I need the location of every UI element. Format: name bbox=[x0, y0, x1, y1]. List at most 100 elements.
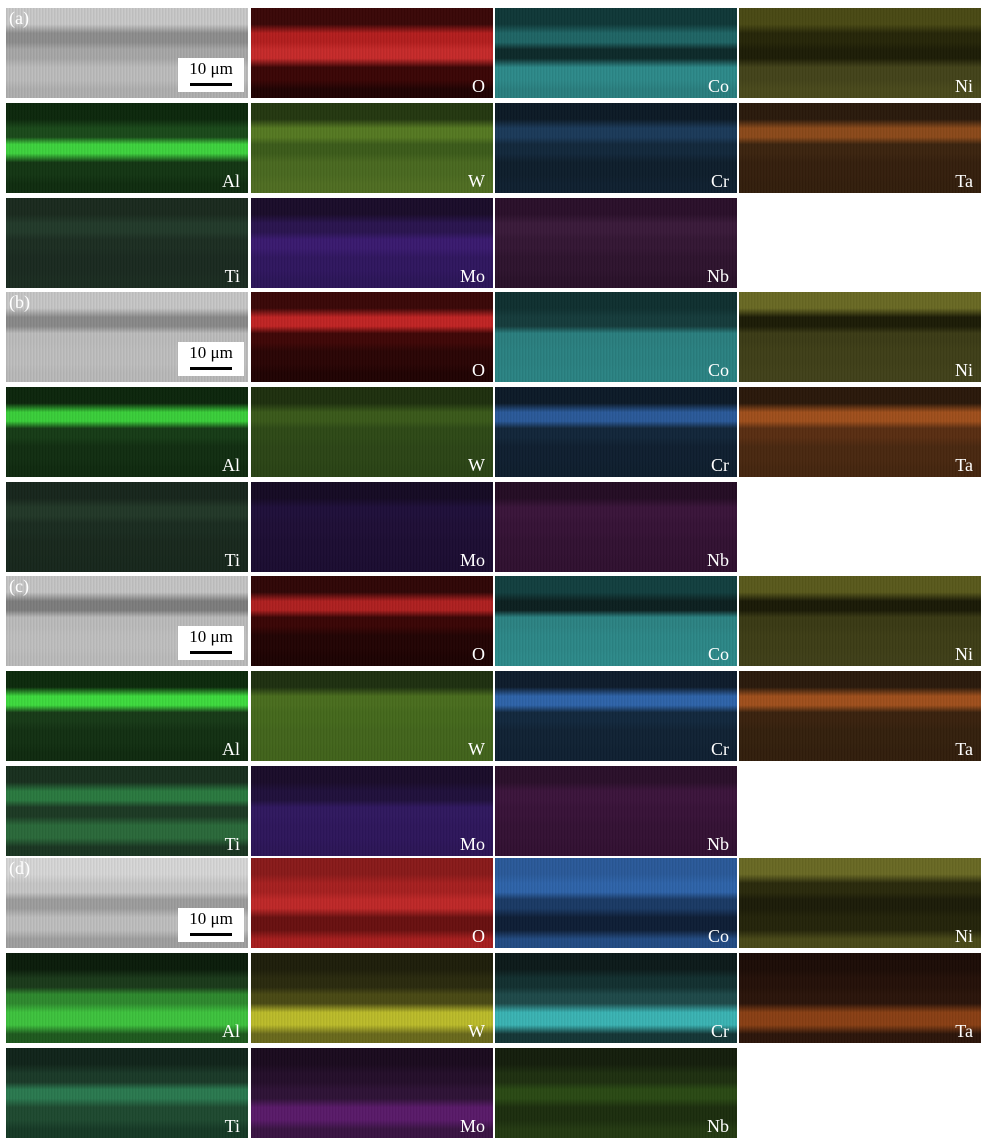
eds-map-image bbox=[495, 482, 737, 572]
eds-map-o: O bbox=[251, 292, 493, 382]
eds-map-image bbox=[251, 576, 493, 666]
element-label: Mo bbox=[459, 550, 485, 570]
eds-map-al: Al bbox=[6, 103, 248, 193]
eds-map-ni: Ni bbox=[739, 8, 981, 98]
eds-map-image bbox=[495, 198, 737, 288]
eds-map-image bbox=[6, 482, 248, 572]
element-label: Ti bbox=[224, 266, 240, 286]
eds-map-cr: Cr bbox=[495, 103, 737, 193]
eds-map-cr: Cr bbox=[495, 671, 737, 761]
eds-map-image bbox=[495, 576, 737, 666]
scale-bar-label: 10 μm bbox=[189, 909, 233, 928]
element-label: Ta bbox=[955, 171, 973, 191]
eds-map-image bbox=[495, 1048, 737, 1138]
scale-bar-line bbox=[190, 83, 232, 86]
eds-map-al: Al bbox=[6, 953, 248, 1043]
eds-map-mo: Mo bbox=[251, 1048, 493, 1138]
element-label: Ti bbox=[224, 834, 240, 854]
element-label: Ti bbox=[224, 1116, 240, 1136]
element-label: Ta bbox=[955, 739, 973, 759]
eds-map-image bbox=[739, 858, 981, 948]
scale-bar-line bbox=[190, 933, 232, 936]
panel-c: (c) 10 μm O Co Ni Al W Cr Ta Ti Mo Nb bbox=[6, 576, 987, 858]
element-label: Ni bbox=[955, 644, 973, 664]
element-label: Co bbox=[707, 926, 729, 946]
element-label: Al bbox=[222, 171, 240, 191]
eds-map-mo: Mo bbox=[251, 766, 493, 856]
eds-map-image bbox=[739, 387, 981, 477]
eds-map-image bbox=[739, 576, 981, 666]
scale-bar-label: 10 μm bbox=[189, 627, 233, 646]
scale-bar-line bbox=[190, 651, 232, 654]
eds-map-image bbox=[251, 292, 493, 382]
eds-map-nb: Nb bbox=[495, 482, 737, 572]
eds-map-ti: Ti bbox=[6, 482, 248, 572]
element-label: Cr bbox=[711, 739, 729, 759]
element-label: Nb bbox=[707, 550, 729, 570]
panel-b: (b) 10 μm O Co Ni Al W Cr Ta Ti Mo Nb bbox=[6, 292, 987, 574]
eds-map-ta: Ta bbox=[739, 387, 981, 477]
eds-map-ta: Ta bbox=[739, 671, 981, 761]
eds-map-image bbox=[495, 766, 737, 856]
eds-map-image bbox=[6, 387, 248, 477]
scale-bar: 10 μm bbox=[178, 908, 244, 942]
eds-map-image bbox=[6, 103, 248, 193]
eds-map-image bbox=[6, 766, 248, 856]
element-label: Nb bbox=[707, 834, 729, 854]
element-label: O bbox=[472, 926, 485, 946]
panel-label: (a) bbox=[9, 8, 29, 28]
element-label: Co bbox=[707, 360, 729, 380]
eds-map-image bbox=[495, 8, 737, 98]
eds-map-image bbox=[251, 1048, 493, 1138]
eds-map-image bbox=[495, 953, 737, 1043]
eds-map-co: Co bbox=[495, 576, 737, 666]
eds-map-mo: Mo bbox=[251, 482, 493, 572]
eds-map-image bbox=[739, 671, 981, 761]
eds-map-image bbox=[495, 858, 737, 948]
eds-map-nb: Nb bbox=[495, 766, 737, 856]
eds-map-w: W bbox=[251, 671, 493, 761]
scale-bar: 10 μm bbox=[178, 342, 244, 376]
eds-map-image bbox=[251, 8, 493, 98]
eds-map-cr: Cr bbox=[495, 953, 737, 1043]
eds-map-image bbox=[251, 953, 493, 1043]
eds-map-image bbox=[739, 103, 981, 193]
scale-bar-label: 10 μm bbox=[189, 59, 233, 78]
element-label: W bbox=[468, 455, 485, 475]
eds-map-o: O bbox=[251, 858, 493, 948]
eds-map-co: Co bbox=[495, 292, 737, 382]
eds-map-image bbox=[6, 671, 248, 761]
element-label: Cr bbox=[711, 171, 729, 191]
eds-map-ta: Ta bbox=[739, 953, 981, 1043]
eds-map-image bbox=[251, 858, 493, 948]
element-label: Ni bbox=[955, 76, 973, 96]
element-label: W bbox=[468, 1021, 485, 1041]
element-label: Al bbox=[222, 1021, 240, 1041]
panel-label: (d) bbox=[9, 858, 30, 878]
eds-map-co: Co bbox=[495, 858, 737, 948]
eds-map-o: O bbox=[251, 8, 493, 98]
eds-map-ti: Ti bbox=[6, 1048, 248, 1138]
eds-map-image bbox=[495, 671, 737, 761]
element-label: Ni bbox=[955, 360, 973, 380]
element-label: Co bbox=[707, 644, 729, 664]
eds-map-image bbox=[251, 766, 493, 856]
eds-map-ti: Ti bbox=[6, 766, 248, 856]
element-label: Al bbox=[222, 455, 240, 475]
eds-map-ni: Ni bbox=[739, 292, 981, 382]
eds-map-w: W bbox=[251, 953, 493, 1043]
scale-bar: 10 μm bbox=[178, 58, 244, 92]
eds-map-sem: (b) 10 μm bbox=[6, 292, 248, 382]
eds-map-image bbox=[6, 198, 248, 288]
element-label: O bbox=[472, 360, 485, 380]
element-label: O bbox=[472, 76, 485, 96]
eds-map-co: Co bbox=[495, 8, 737, 98]
element-label: O bbox=[472, 644, 485, 664]
eds-map-image bbox=[739, 8, 981, 98]
panel-a: (a) 10 μm O Co Ni Al W Cr Ta Ti Mo Nb bbox=[6, 8, 987, 290]
element-label: Nb bbox=[707, 1116, 729, 1136]
element-label: W bbox=[468, 739, 485, 759]
panel-d: (d) 10 μm O Co Ni Al W Cr Ta Ti Mo Nb bbox=[6, 858, 987, 1140]
scale-bar: 10 μm bbox=[178, 626, 244, 660]
eds-map-mo: Mo bbox=[251, 198, 493, 288]
